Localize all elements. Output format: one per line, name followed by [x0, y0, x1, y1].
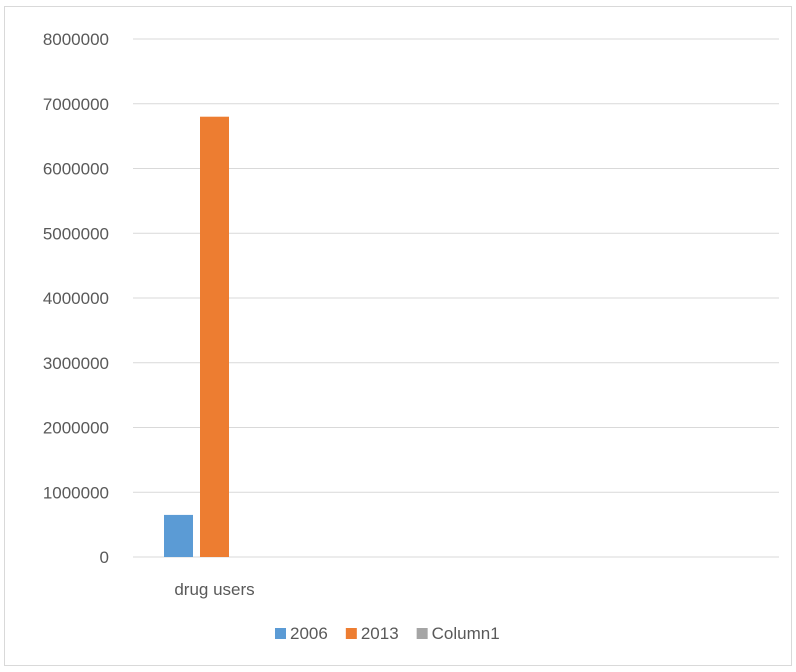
legend-swatch-2013	[345, 628, 357, 639]
bar-2013-0	[200, 116, 229, 557]
y-tick-label: 7000000	[43, 95, 109, 114]
y-tick-label: 8000000	[43, 30, 109, 49]
legend-label-column1: Column1	[432, 624, 500, 643]
bar-2006-0	[164, 514, 193, 557]
gridlines	[133, 38, 779, 558]
y-tick-label: 0	[100, 548, 109, 567]
x-axis-tick-labels: drug users	[174, 580, 254, 599]
bars	[164, 116, 229, 557]
x-tick-label: drug users	[174, 580, 254, 599]
y-tick-label: 6000000	[43, 160, 109, 179]
bar-chart: 0 1000000 2000000 3000000 4000000 5000000 6000…	[43, 30, 779, 643]
legend-label-2006: 2006	[290, 624, 328, 643]
y-tick-label: 3000000	[43, 354, 109, 373]
legend-label-2013: 2013	[361, 624, 399, 643]
legend-swatch-column1	[416, 628, 428, 639]
y-tick-label: 4000000	[43, 289, 109, 308]
y-axis-tick-labels: 0 1000000 2000000 3000000 4000000 5000000 6000…	[43, 30, 109, 567]
legend-swatch-2006	[275, 628, 286, 639]
chart-frame: 0 1000000 2000000 3000000 4000000 5000000 6000…	[4, 6, 792, 666]
legend: 2006 2013 Column1	[275, 624, 500, 643]
y-tick-label: 1000000	[43, 483, 109, 502]
y-tick-label: 2000000	[43, 419, 109, 438]
y-tick-label: 5000000	[43, 224, 109, 243]
